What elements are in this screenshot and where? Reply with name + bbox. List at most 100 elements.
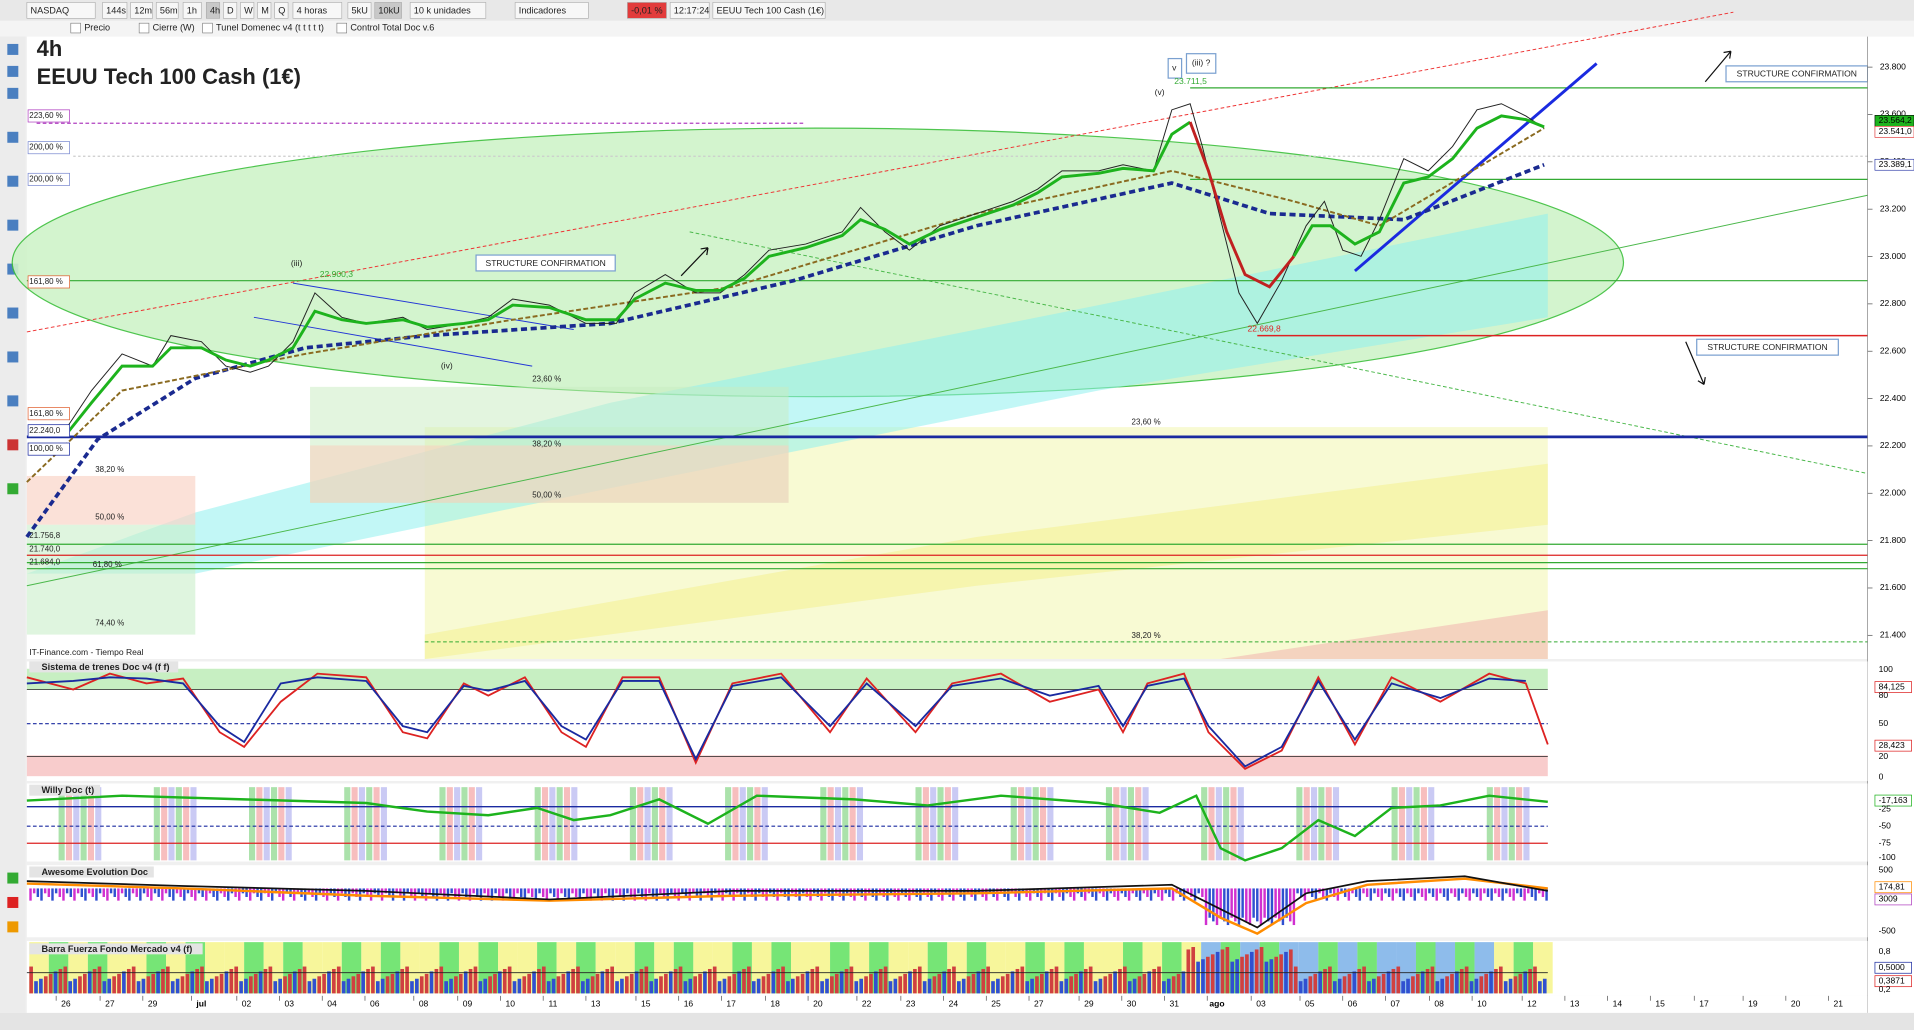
toolbar-label[interactable]: M <box>261 5 269 15</box>
barra-bar <box>131 966 136 994</box>
toolbar-label[interactable]: 4h <box>210 5 220 15</box>
barra-bar <box>1474 978 1479 994</box>
level-label: 200,00 % <box>29 174 62 183</box>
toolbar-label[interactable]: Q <box>278 5 285 15</box>
ao-bar <box>527 888 530 894</box>
barra-bar <box>1323 968 1327 994</box>
toolbar-label[interactable]: EEUU Tech 100 Cash (1€) <box>717 5 825 15</box>
toolbar-button[interactable] <box>347 2 372 19</box>
toolbar-label[interactable]: Indicadores <box>519 5 567 15</box>
toolbar-button[interactable] <box>292 2 343 19</box>
ao-bar <box>1409 888 1413 897</box>
indicator-name[interactable]: Precio <box>84 22 110 32</box>
indicator-name[interactable]: Tunel Domenec v4 (t t t t t) <box>216 22 324 32</box>
barra-bar <box>585 978 590 994</box>
date-label: jul <box>195 999 206 1009</box>
ao-bar <box>607 888 611 897</box>
ao-bar <box>402 888 406 901</box>
willy-band <box>1120 787 1127 861</box>
toolbar-button[interactable] <box>712 2 826 19</box>
date-label: 07 <box>1390 999 1400 1009</box>
ao-bar <box>413 888 417 901</box>
indicator-name[interactable]: Cierre (W) <box>153 22 195 32</box>
toolbar-button[interactable] <box>409 2 487 19</box>
toolbar-label[interactable]: 12:17:24 <box>674 5 710 15</box>
toolbar-button[interactable] <box>130 2 153 19</box>
toolbar-label[interactable]: W <box>244 5 253 15</box>
ao-bar <box>29 888 32 901</box>
toolbar-label[interactable]: D <box>227 5 234 15</box>
scale-marker <box>1874 893 1912 906</box>
scale-label: 50 <box>1879 718 1889 728</box>
indicator-toggle[interactable] <box>138 22 150 34</box>
indicator-name[interactable]: Control Total Doc v.6 <box>350 22 434 32</box>
ao-bar <box>1468 888 1471 901</box>
toolbar-button[interactable] <box>240 2 255 19</box>
barra-bar <box>1147 971 1152 994</box>
ao-bar <box>1263 888 1266 918</box>
barra-bar <box>1391 968 1396 994</box>
barra-bar <box>175 978 180 994</box>
ao-bar <box>479 888 483 901</box>
ao-bar <box>366 888 369 897</box>
toolbar-button[interactable] <box>514 2 589 19</box>
ao-bar <box>1545 888 1548 901</box>
toolbar-button[interactable] <box>155 2 179 19</box>
date-label: 24 <box>949 999 959 1009</box>
ao-bar <box>520 888 523 897</box>
scrollbar[interactable] <box>0 1012 1914 1030</box>
barra-bar <box>649 981 654 994</box>
toolbar-button[interactable] <box>257 2 272 19</box>
toolbar-button[interactable] <box>182 2 202 19</box>
ao-bar <box>1307 888 1310 894</box>
ao-bar <box>245 888 248 897</box>
toolbar-label[interactable]: 56m <box>160 5 178 15</box>
indicator-toggle[interactable] <box>70 22 81 34</box>
toolbar-label[interactable]: 12m <box>134 5 152 15</box>
willy-band <box>1113 787 1120 861</box>
level-label: 22.240,0 <box>29 426 60 435</box>
toolbar-label[interactable]: 10kU <box>378 5 399 15</box>
barra-bar <box>219 973 224 994</box>
barra-bar <box>678 966 683 994</box>
toolbar-button[interactable] <box>627 2 667 19</box>
barra-bar <box>927 978 932 994</box>
ao-bar <box>582 888 585 894</box>
date-label: 21 <box>1834 999 1844 1009</box>
toolbar-label[interactable]: NASDAQ <box>31 5 70 15</box>
toolbar-button[interactable] <box>205 2 221 19</box>
barra-bar <box>385 976 390 994</box>
scale-label: 0,5000 <box>1879 962 1905 972</box>
toolbar-items: NASDAQ 144s 12m 56m 1h 4h D W M Q 4 horas 5kU 10kU 10… <box>26 2 826 34</box>
toolbar-button[interactable] <box>102 2 128 19</box>
indicator-toggle[interactable] <box>336 22 347 34</box>
toolbar-label[interactable]: 5kU <box>352 5 368 15</box>
toolbar-button[interactable] <box>223 2 238 19</box>
ao-bar <box>604 888 607 894</box>
toolbar-label[interactable]: 1h <box>187 5 197 15</box>
ao-bar <box>54 888 58 894</box>
toolbar-label[interactable]: 10 k unidades <box>414 5 471 15</box>
barra-bar <box>1162 981 1166 994</box>
barra-bar <box>239 981 243 994</box>
toolbar-label[interactable]: 144s <box>106 5 126 15</box>
toolbar-label[interactable]: -0,01 % <box>631 5 663 15</box>
level-box <box>27 424 70 438</box>
barra-bar <box>1245 954 1249 994</box>
price-marker-label: 23.541,0 <box>1879 126 1912 136</box>
date-label: 09 <box>463 999 473 1009</box>
ao-bar <box>205 888 208 901</box>
willy-band <box>820 787 827 861</box>
toolbar-button[interactable] <box>274 2 289 19</box>
toolbar-label[interactable]: 4 horas <box>297 5 328 15</box>
barra-bar <box>1083 968 1088 994</box>
ao-bar <box>1541 888 1545 897</box>
indicator-toggle[interactable] <box>202 22 213 34</box>
ao-bar <box>827 888 831 897</box>
toolbar-button[interactable] <box>374 2 402 19</box>
ao-bar <box>670 888 673 894</box>
toolbar-button[interactable] <box>26 2 96 19</box>
barra-bar <box>839 971 844 994</box>
price-label: 22.400 <box>1880 393 1906 403</box>
toolbar-button[interactable] <box>669 2 710 19</box>
